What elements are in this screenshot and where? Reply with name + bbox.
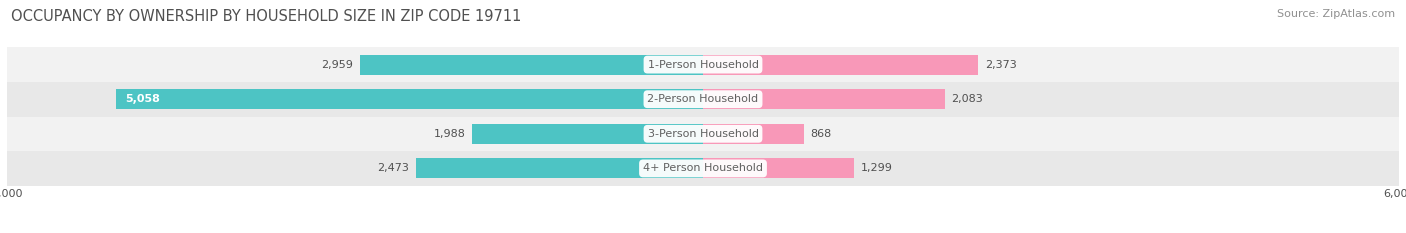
Bar	[472, 124, 703, 144]
Bar	[703, 124, 804, 144]
Text: 2,373: 2,373	[986, 60, 1017, 70]
Bar	[360, 55, 703, 75]
Text: OCCUPANCY BY OWNERSHIP BY HOUSEHOLD SIZE IN ZIP CODE 19711: OCCUPANCY BY OWNERSHIP BY HOUSEHOLD SIZE…	[11, 9, 522, 24]
Text: 2-Person Household: 2-Person Household	[647, 94, 759, 104]
Text: 2,473: 2,473	[377, 163, 409, 173]
Text: 1-Person Household: 1-Person Household	[648, 60, 758, 70]
Text: 868: 868	[811, 129, 832, 139]
Bar	[703, 158, 853, 178]
Bar	[7, 116, 1399, 151]
Text: 4+ Person Household: 4+ Person Household	[643, 163, 763, 173]
Text: Source: ZipAtlas.com: Source: ZipAtlas.com	[1277, 9, 1395, 19]
Bar	[703, 55, 979, 75]
Text: 1,299: 1,299	[860, 163, 893, 173]
Bar	[416, 158, 703, 178]
Text: 2,083: 2,083	[952, 94, 983, 104]
Text: 1,988: 1,988	[433, 129, 465, 139]
Bar	[7, 151, 1399, 186]
Bar	[7, 47, 1399, 82]
Bar	[703, 89, 945, 109]
Text: 2,959: 2,959	[321, 60, 353, 70]
Text: 5,058: 5,058	[125, 94, 160, 104]
Bar	[117, 89, 703, 109]
Text: 3-Person Household: 3-Person Household	[648, 129, 758, 139]
Bar	[7, 82, 1399, 116]
